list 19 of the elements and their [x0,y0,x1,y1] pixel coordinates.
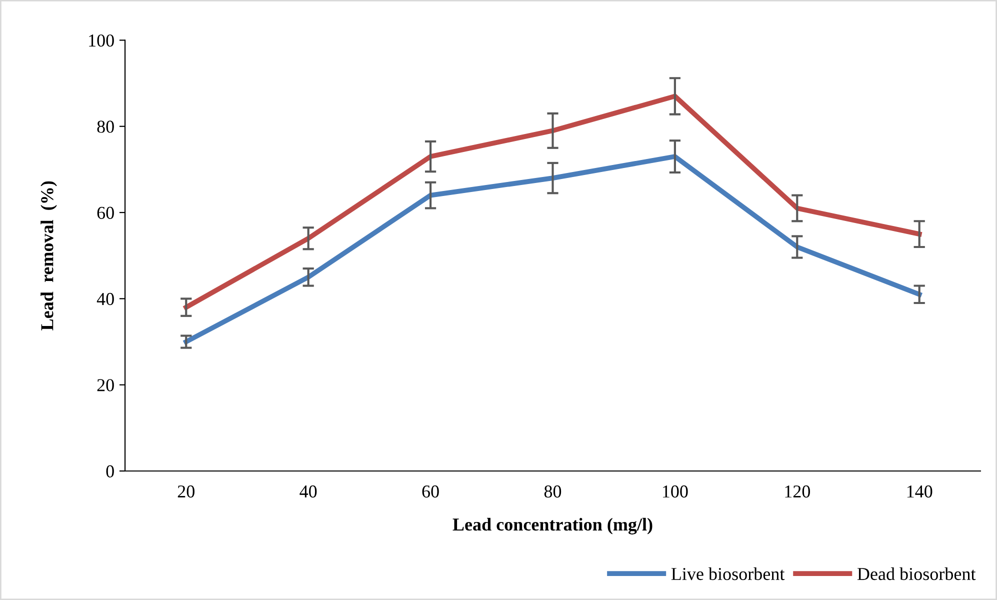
y-tick-label: 60 [97,206,114,219]
x-tick-label: 100 [662,485,688,498]
y-tick-label: 80 [97,120,114,133]
legend-label: Live biosorbent [671,567,785,580]
x-tick-label: 140 [907,485,932,498]
legend-label: Dead biosorbent [857,567,976,580]
line-series [184,94,922,310]
x-tick-label: 20 [178,485,194,498]
x-tick-label: 80 [544,485,562,498]
line-series [184,154,922,344]
y-axis-title: Lead removal (%) [40,181,57,330]
y-tick-label: 20 [97,379,114,392]
x-tick-label: 40 [300,485,317,498]
x-axis-title: Lead concentration (mg/l) [452,518,652,534]
x-tick-label: 120 [785,485,810,498]
y-tick-label: 40 [96,292,114,306]
y-tick-label: 100 [89,34,114,47]
x-tick-label: 60 [422,485,439,498]
y-tick-label: 0 [106,465,114,478]
